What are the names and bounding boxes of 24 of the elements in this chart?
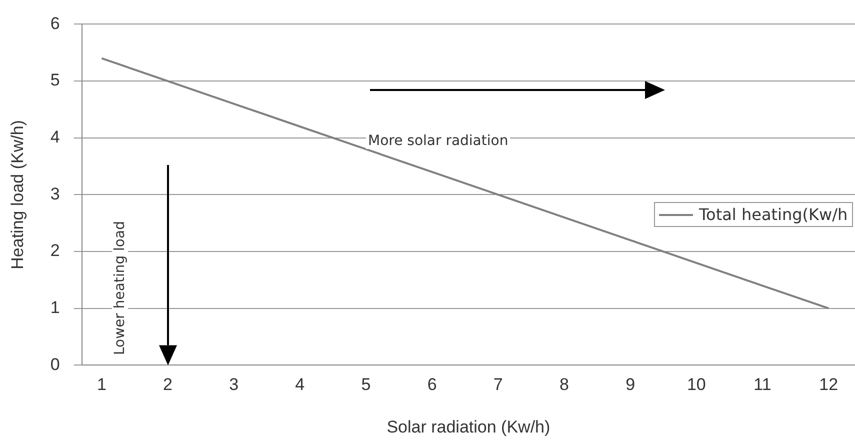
x-tick-label: 8 — [560, 375, 569, 394]
y-tick-label: 0 — [50, 354, 60, 374]
y-axis-title: Heating load (Kw/h) — [8, 120, 27, 270]
x-tick-label: 11 — [754, 375, 772, 394]
x-tick-label: 12 — [819, 375, 838, 394]
x-tick-label: 9 — [626, 375, 636, 394]
x-axis-title: Solar radiation (Kw/h) — [386, 417, 550, 436]
y-tick-label: 6 — [50, 14, 60, 33]
annotation: More solar radiation — [366, 132, 510, 149]
y-tick-label: 4 — [50, 128, 60, 147]
y-tick-label: 1 — [50, 298, 60, 318]
x-tick-label: 7 — [493, 375, 503, 394]
x-tick-label: 4 — [295, 375, 305, 394]
x-tick-label: 6 — [427, 375, 437, 394]
y-tick-label: 3 — [50, 184, 60, 204]
x-tick-label: 5 — [361, 375, 371, 394]
x-tick-label: 10 — [686, 375, 706, 394]
annotation: Lower heating load — [112, 218, 128, 357]
x-tick-label: 2 — [163, 375, 172, 394]
x-tick-label: 3 — [229, 375, 239, 394]
y-tick-label: 5 — [50, 70, 60, 90]
x-tick-label: 1 — [96, 375, 106, 394]
legend-label: Total heating(Kw/h — [699, 205, 848, 224]
y-tick-label: 2 — [50, 241, 60, 260]
